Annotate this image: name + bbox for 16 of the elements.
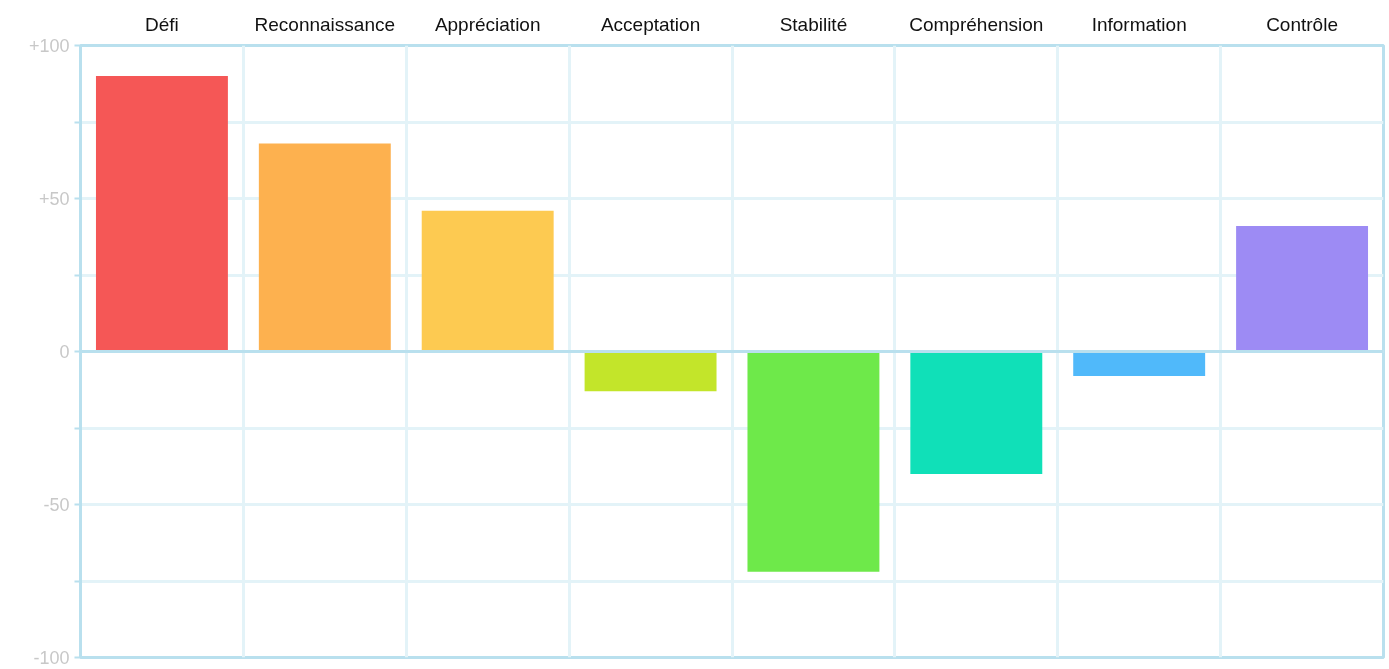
x-tick-label: Compréhension	[909, 13, 1044, 35]
bar	[747, 351, 880, 572]
bar	[1073, 351, 1206, 376]
x-tick-label: Acceptation	[600, 13, 701, 35]
x-tick-label: Information	[1091, 13, 1187, 35]
bar	[584, 351, 717, 392]
bar	[421, 210, 554, 352]
x-tick-label: Stabilité	[779, 13, 848, 35]
bar	[95, 76, 228, 352]
x-tick-label: Défi	[145, 13, 179, 35]
bar	[1236, 226, 1369, 352]
x-tick-label: Contrôle	[1266, 13, 1338, 35]
bar	[258, 143, 391, 352]
x-tick-label: Reconnaissance	[254, 13, 396, 35]
bar	[910, 351, 1043, 474]
x-tick-label: Appréciation	[434, 13, 541, 35]
